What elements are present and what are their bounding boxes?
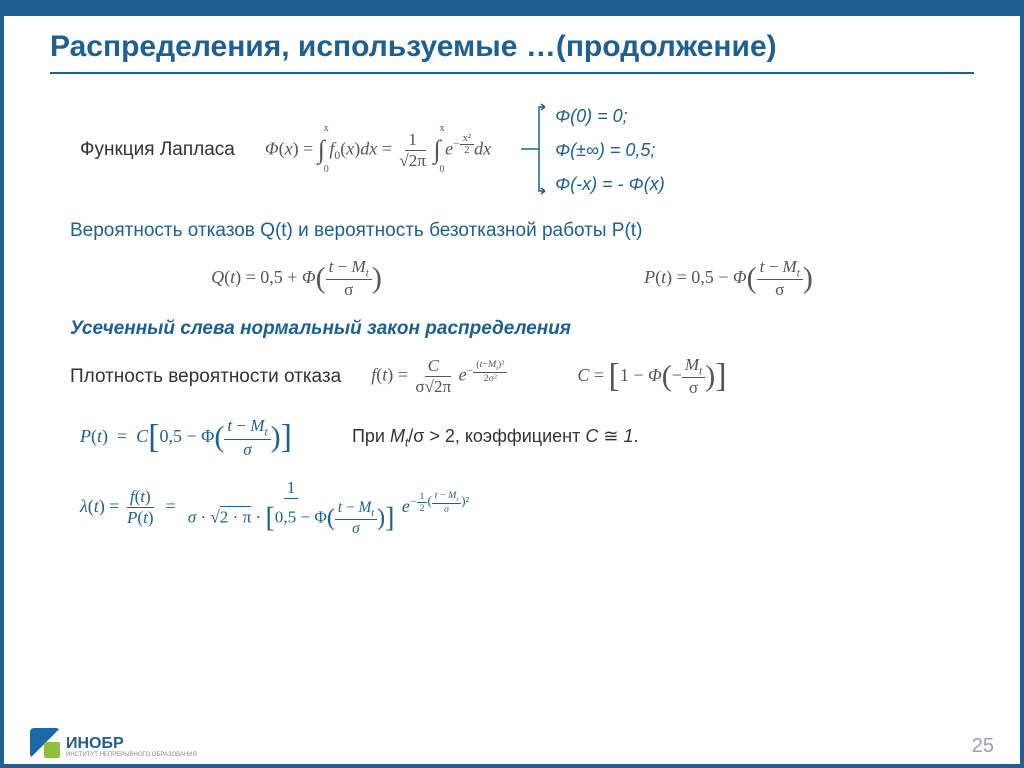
f-formula: f(t) = Cσ√2π e−(t−Mt)²2σ²	[371, 356, 507, 397]
logo-text: ИНОБР	[66, 736, 197, 752]
laplace-prop-1: Φ(0) = 0;	[555, 99, 665, 133]
density-label: Плотность вероятности отказа	[70, 366, 341, 388]
laplace-prop-3: Φ(-x) = - Φ(x)	[555, 167, 665, 201]
logo: ИНОБР ИНСТИТУТ НЕПРЕРЫВНОГО ОБРАЗОВАНИЯ	[30, 728, 197, 758]
page-title: Распределения, используемые …(продолжени…	[50, 30, 974, 74]
lambda-formula: λ(t) = f(t)P(t) = 1 σ · √2 · π · [0,5 − …	[80, 478, 974, 538]
logo-subtitle: ИНСТИТУТ НЕПРЕРЫВНОГО ОБРАЗОВАНИЯ	[66, 752, 197, 758]
truncated-heading: Усеченный слева нормальный закон распред…	[70, 318, 974, 340]
p-formula: P(t) = 0,5 − Φ(t − Mtσ)	[644, 257, 813, 300]
c-formula: C = [1 − Φ(−Mtσ)]	[577, 355, 726, 398]
logo-icon	[30, 728, 60, 758]
q-formula: Q(t) = 0,5 + Φ(t − Mtσ)	[211, 257, 382, 300]
prob-heading: Вероятность отказов Q(t) и вероятность б…	[70, 220, 974, 242]
laplace-properties-bracket: Φ(0) = 0; Φ(±∞) = 0,5; Φ(-x) = - Φ(x)	[521, 99, 665, 202]
condition-text: При Mt/σ > 2, коэффициент C ≅ 1.	[352, 426, 639, 450]
page-number: 25	[972, 735, 994, 758]
laplace-label: Функция Лапласа	[80, 139, 235, 161]
pt-formula: P(t) = C[0,5 − Φ(t − Mtσ)]	[80, 416, 292, 459]
laplace-prop-2: Φ(±∞) = 0,5;	[555, 133, 665, 167]
laplace-formula: Φ(x) = x ∫ 0 f0(x)dx = 1 √2π x ∫ 0 e−x²2…	[265, 130, 491, 171]
